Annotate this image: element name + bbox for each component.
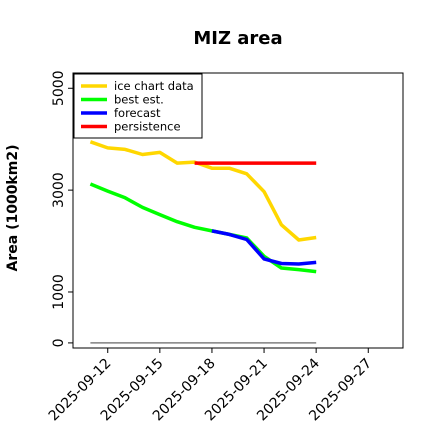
legend-label: persistence	[114, 120, 181, 134]
series-layer	[89, 140, 317, 344]
series-line-ice-chart-data	[89, 140, 317, 242]
chart-title: MIZ area	[193, 28, 282, 49]
legend-label: forecast	[114, 106, 161, 120]
y-tick-label: 5000	[51, 70, 67, 106]
y-axis-ticks: 0 1000 3000 5000	[51, 70, 73, 347]
series-line-forecast	[211, 229, 317, 266]
y-tick-label: 1000	[51, 274, 67, 310]
y-axis-label: Area (1000km2)	[5, 145, 21, 272]
y-tick-label: 0	[51, 338, 67, 347]
legend-label: ice chart data	[114, 79, 194, 93]
y-tick-label: 3000	[51, 172, 67, 208]
legend-label: best est.	[114, 93, 164, 107]
plot-frame	[72, 72, 404, 349]
series-line-best-est-	[89, 182, 317, 274]
